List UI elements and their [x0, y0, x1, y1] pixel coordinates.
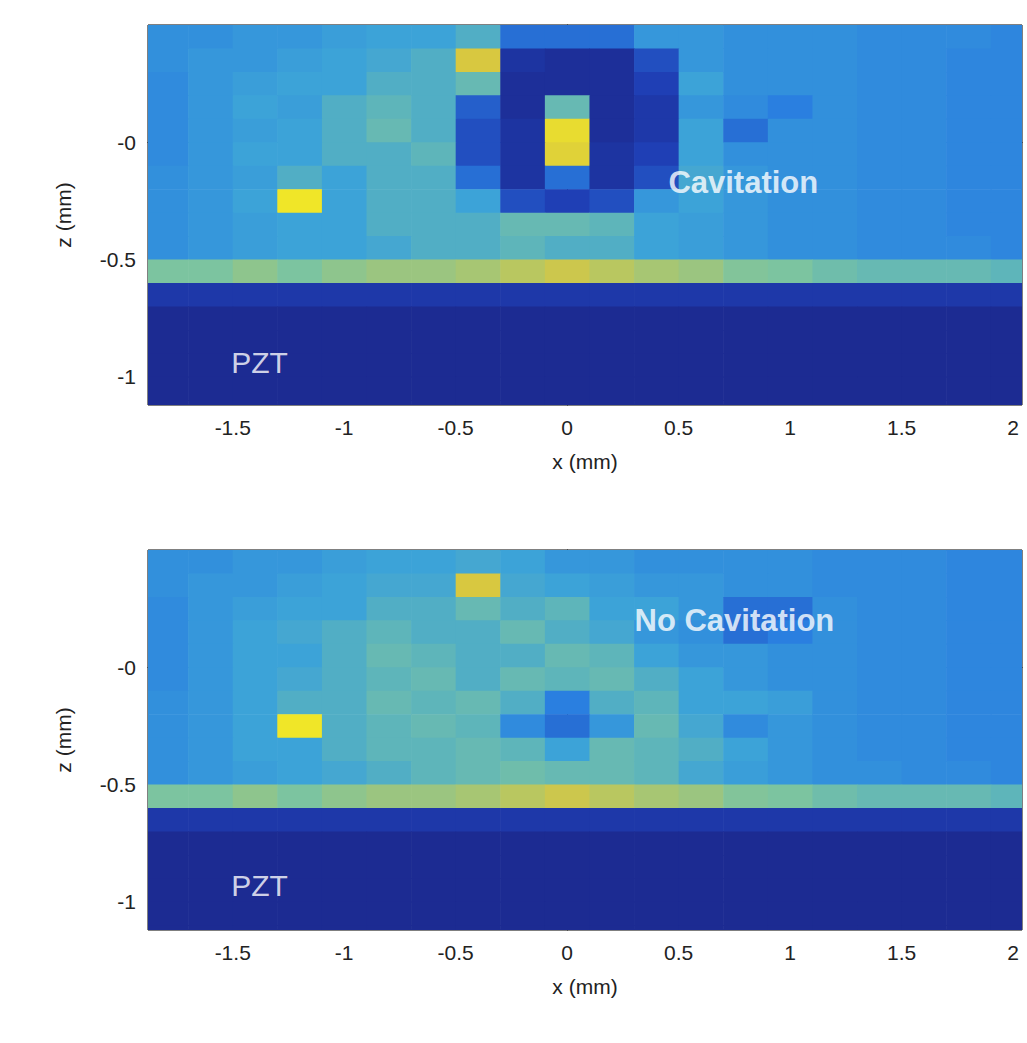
- svg-text:2: 2: [1007, 941, 1019, 964]
- svg-text:x (mm): x (mm): [552, 450, 617, 473]
- svg-text:Cavitation: Cavitation: [668, 165, 818, 200]
- svg-text:-1: -1: [117, 365, 136, 388]
- svg-text:-1.5: -1.5: [215, 941, 251, 964]
- svg-text:PZT: PZT: [231, 869, 288, 902]
- svg-text:PZT: PZT: [231, 346, 288, 379]
- svg-text:-0.5: -0.5: [438, 941, 474, 964]
- svg-text:-0: -0: [117, 656, 136, 679]
- svg-text:1.5: 1.5: [887, 416, 916, 439]
- svg-text:0: 0: [561, 416, 573, 439]
- svg-text:x (mm): x (mm): [552, 975, 617, 998]
- svg-text:-0.5: -0.5: [100, 248, 136, 271]
- svg-text:-0: -0: [117, 131, 136, 154]
- svg-text:0.5: 0.5: [664, 416, 693, 439]
- svg-text:0: 0: [561, 941, 573, 964]
- svg-text:1.5: 1.5: [887, 941, 916, 964]
- svg-text:0.5: 0.5: [664, 941, 693, 964]
- svg-text:z (mm): z (mm): [52, 707, 75, 772]
- svg-text:z (mm): z (mm): [52, 182, 75, 247]
- svg-text:1: 1: [784, 416, 796, 439]
- svg-text:-0.5: -0.5: [438, 416, 474, 439]
- svg-text:No Cavitation: No Cavitation: [634, 603, 834, 638]
- svg-text:-0.5: -0.5: [100, 773, 136, 796]
- svg-text:1: 1: [784, 941, 796, 964]
- svg-text:-1: -1: [117, 890, 136, 913]
- svg-text:-1.5: -1.5: [215, 416, 251, 439]
- svg-text:-1: -1: [335, 416, 354, 439]
- svg-text:2: 2: [1007, 416, 1019, 439]
- svg-text:-1: -1: [335, 941, 354, 964]
